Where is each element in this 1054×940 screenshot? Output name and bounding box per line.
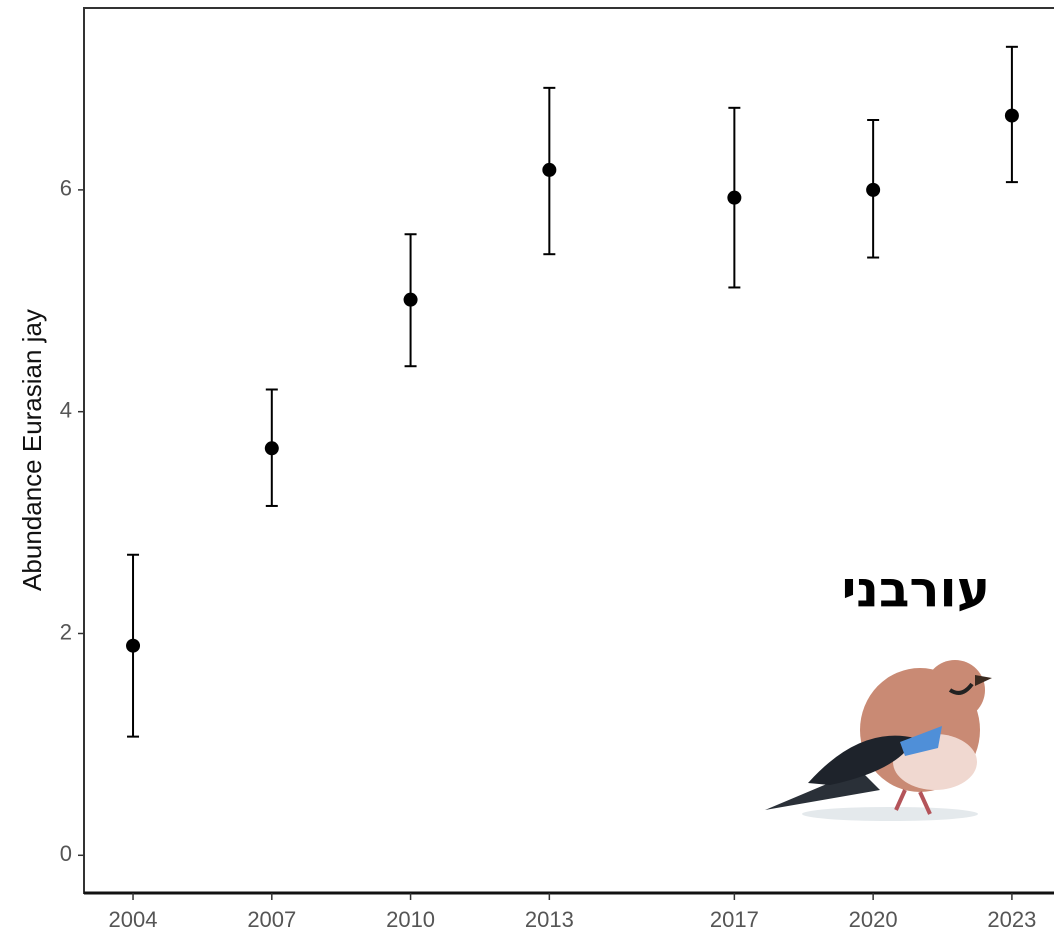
y-axis-label: Abundance Eurasian jay — [17, 309, 47, 591]
annotation: עורבני — [842, 561, 990, 619]
x-tick-label: 2020 — [849, 907, 898, 932]
point — [126, 638, 141, 653]
x-tick-label: 2004 — [109, 907, 158, 932]
point — [727, 190, 742, 205]
point — [264, 441, 279, 456]
x-tick-label: 2007 — [247, 907, 296, 932]
bird-illustration — [765, 660, 992, 821]
point — [403, 292, 418, 307]
y-tick-label: 2 — [60, 619, 72, 644]
y-tick-label: 0 — [60, 841, 72, 866]
y-tick-label: 6 — [60, 176, 72, 201]
point — [1004, 108, 1019, 123]
x-tick-label: 2010 — [386, 907, 435, 932]
y-tick-label: 4 — [60, 397, 72, 422]
x-tick-label: 2013 — [525, 907, 574, 932]
x-tick-label: 2017 — [710, 907, 759, 932]
point — [542, 162, 557, 177]
x-tick-label: 2023 — [987, 907, 1036, 932]
point — [866, 182, 881, 197]
